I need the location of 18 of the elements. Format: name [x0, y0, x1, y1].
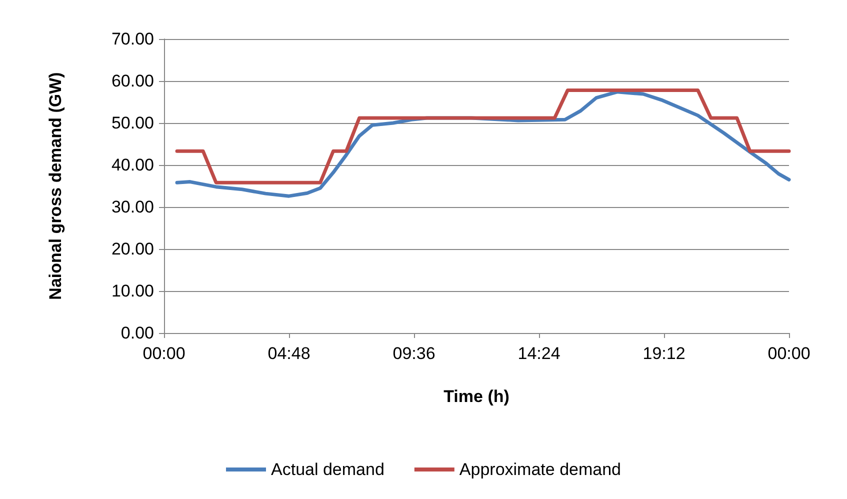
- x-tick-label: 09:36: [392, 344, 436, 363]
- y-axis-title: Naional gross demand (GW): [46, 72, 65, 300]
- y-tick-label: 70.00: [111, 30, 154, 48]
- y-tick-label: 50.00: [111, 114, 154, 132]
- y-tick-label: 40.00: [111, 156, 154, 174]
- x-axis-title: Time (h): [444, 387, 510, 406]
- y-tick-label: 0.00: [120, 324, 154, 342]
- x-tick-label: 14:24: [518, 344, 560, 363]
- y-tick-label: 10.00: [111, 282, 154, 300]
- y-tick-label: 30.00: [111, 198, 154, 216]
- x-tick-label: 00:00: [142, 344, 186, 363]
- legend-label: Actual demand: [271, 460, 384, 479]
- legend-label: Approximate demand: [459, 460, 621, 479]
- x-tick-label: 04:48: [268, 344, 310, 363]
- x-tick-label: 19:12: [642, 344, 686, 363]
- y-tick-label: 20.00: [111, 240, 154, 258]
- y-tick-label: 60.00: [111, 72, 154, 90]
- x-tick-label: 00:00: [768, 344, 810, 363]
